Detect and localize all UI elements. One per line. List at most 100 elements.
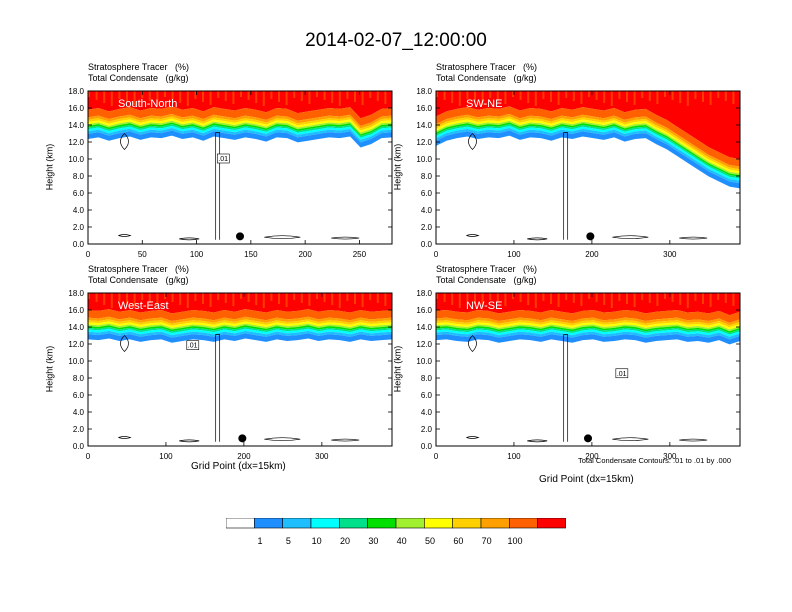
tracer-streak (618, 293, 621, 301)
tracer-streak (709, 293, 712, 307)
x-tick-label: 200 (585, 452, 599, 461)
tracer-streak (458, 293, 461, 308)
colorbar-swatch (254, 518, 283, 529)
tracer-streak (603, 91, 606, 103)
tracer-streak (118, 91, 121, 99)
tracer-streak (156, 293, 159, 306)
tracer-band (436, 310, 740, 323)
tracer-streak (656, 91, 659, 104)
x-tick-label: 0 (86, 452, 91, 461)
tracer-band (88, 91, 392, 119)
condensate-contour (563, 132, 569, 240)
tracer-streak (542, 91, 545, 99)
tracer-streak (293, 91, 296, 98)
tracer-band (88, 122, 392, 137)
location-marker (236, 232, 244, 241)
y-tick-label: 12.0 (68, 138, 84, 147)
condensate-contour (466, 234, 480, 237)
tracer-streak (489, 91, 492, 98)
tracer-band (88, 316, 392, 324)
contour-label-box (186, 340, 200, 351)
tracer-streak (354, 293, 356, 304)
tracer-streak (133, 293, 136, 307)
tracer-streak (588, 293, 590, 299)
tracer-streak (466, 293, 469, 301)
condensate-contour (179, 237, 200, 241)
tracer-streak (323, 293, 326, 302)
tracer-streak (527, 293, 530, 305)
x-tick-label: 150 (244, 250, 258, 259)
tracer-streak (732, 91, 735, 104)
y-tick-label: 6.0 (73, 391, 85, 400)
tracer-streak (702, 91, 704, 102)
tracer-streak (572, 293, 575, 303)
panel-plot: .01 West-East 0.0 2.0 4.0 6.0 8.0 10.0 12.0 14.0 1… (68, 289, 393, 461)
location-marker (584, 434, 592, 443)
tracer-streak (376, 91, 379, 101)
tracer-streak (496, 91, 499, 101)
tracer-streak (572, 91, 575, 101)
tracer-streak (95, 293, 98, 302)
colorbar-swatch (367, 518, 397, 529)
tracer-streak (316, 293, 318, 299)
x-tick-label: 300 (315, 452, 329, 461)
x-tick-label: 0 (86, 250, 91, 259)
x-tick-label: 300 (663, 452, 677, 461)
panel-header-tracer: Stratosphere Tracer (%) (436, 264, 538, 274)
y-tick-label: 14.0 (416, 323, 432, 332)
tracer-streak (565, 91, 568, 98)
tracer-band (436, 120, 740, 176)
tracer-streak (557, 293, 560, 307)
tracer-band (436, 118, 740, 174)
tracer-streak (194, 91, 197, 99)
tracer-streak (458, 91, 461, 106)
condensate-contour (264, 437, 301, 442)
y-tick-label: 8.0 (73, 374, 85, 383)
tracer-streak (110, 293, 113, 308)
colorbar-swatch (452, 518, 482, 529)
section-title: SW-NE (466, 98, 502, 110)
tracer-streak (557, 91, 560, 105)
tracer-band (88, 127, 392, 143)
condensate-contour (468, 335, 477, 352)
tracer-streak (316, 91, 318, 97)
tracer-streak (580, 293, 583, 306)
tracer-streak (209, 293, 212, 307)
tracer-streak (648, 293, 651, 303)
tracer-streak (209, 91, 212, 105)
condensate-contour (563, 334, 569, 442)
tracer-band (436, 125, 740, 181)
tracer-streak (164, 91, 166, 97)
tracer-band (436, 329, 740, 337)
x-tick-label: 100 (507, 452, 521, 461)
condensate-contour (679, 236, 708, 240)
tracer-streak (171, 293, 174, 302)
y-tick-label: 18.0 (416, 87, 432, 96)
tracer-streak (474, 91, 476, 102)
colorbar-swatch (310, 518, 340, 529)
y-tick-label: 12.0 (416, 138, 432, 147)
y-tick-label: 18.0 (68, 289, 84, 298)
condensate-contour (331, 438, 360, 442)
tracer-streak (293, 293, 296, 300)
tracer-streak (186, 91, 189, 106)
tracer-streak (369, 91, 372, 98)
panel-nw-se: Stratosphere Tracer (%) Total Condensate… (436, 264, 792, 474)
tracer-band (436, 127, 740, 184)
colorbar-swatch (339, 518, 368, 529)
tracer-streak (724, 293, 727, 303)
condensate-contour (215, 132, 221, 240)
contour-label-box (216, 153, 230, 164)
tracer-streak (550, 293, 552, 304)
tracer-streak (338, 293, 341, 308)
tracer-streak (141, 293, 144, 300)
y-tick-label: 0.0 (421, 442, 433, 451)
panel-header-condensate: Total Condensate (g/kg) (88, 275, 189, 285)
condensate-contour (612, 235, 649, 240)
tracer-streak (580, 91, 583, 104)
colorbar-label: 1 (257, 536, 262, 546)
tracer-streak (504, 91, 507, 104)
colorbar-swatch (424, 518, 453, 529)
contour-note: Total Condensate Contours: .01 to .01 by… (578, 456, 732, 465)
tracer-band (88, 120, 392, 135)
